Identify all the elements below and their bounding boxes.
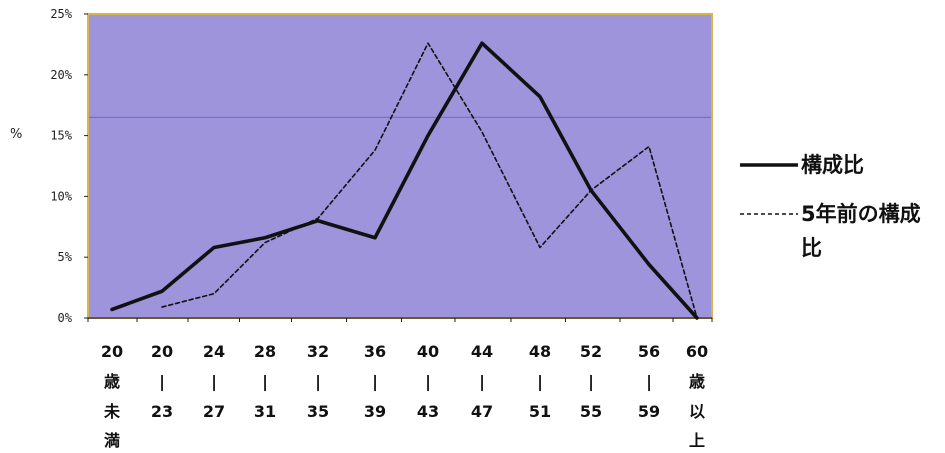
x-tick-label: 20: [101, 342, 123, 361]
x-tick-label: 27: [203, 402, 225, 421]
x-tick-label: 60: [686, 342, 708, 361]
x-tick-label: 59: [638, 402, 660, 421]
x-axis-ticks: [87, 318, 713, 322]
y-tick-label: 0%: [58, 311, 73, 325]
x-tick-label: 56: [638, 342, 660, 361]
x-tick-label: 以: [689, 402, 705, 421]
x-tick-label: 未: [103, 402, 120, 421]
series-line-previous: [161, 42, 698, 319]
y-tick-label: 15%: [50, 129, 72, 143]
legend: 構成比 5年前の構成比: [740, 153, 921, 260]
y-axis-ticks: 0% 5% 10% 15% 20% 25%: [50, 7, 88, 325]
x-tick-label: 20: [151, 342, 173, 361]
x-tick-label: 51: [529, 402, 551, 421]
series-group: [110, 41, 699, 320]
y-tick-label: 10%: [50, 189, 72, 203]
x-tick-label: 31: [254, 402, 276, 421]
x-tick-label: 39: [364, 402, 386, 421]
x-tick-label: 満: [104, 431, 120, 450]
x-tick-label: |: [262, 372, 268, 392]
x-tick-label: |: [646, 372, 652, 392]
y-axis-label: %: [10, 127, 22, 142]
x-tick-label: |: [315, 372, 321, 392]
legend-label-current: 構成比: [801, 153, 864, 177]
x-tick-label: |: [537, 372, 543, 392]
x-tick-label: 24: [203, 342, 225, 361]
x-tick-label: |: [588, 372, 594, 392]
series-line-current: [110, 41, 699, 320]
x-tick-label: 上: [689, 431, 705, 450]
x-tick-label: 43: [417, 402, 439, 421]
x-tick-label: 35: [307, 402, 329, 421]
x-tick-label: 48: [529, 342, 551, 361]
y-tick-label: 25%: [50, 7, 72, 21]
x-tick-label: 歳: [689, 372, 705, 391]
x-tick-label: 23: [151, 402, 173, 421]
x-tick-label: 36: [364, 342, 386, 361]
x-tick-label: |: [425, 372, 431, 392]
x-tick-label: 32: [307, 342, 329, 361]
x-tick-label: 52: [580, 342, 602, 361]
x-tick-label: 47: [471, 402, 493, 421]
x-tick-label: |: [372, 372, 378, 392]
x-tick-label: 44: [471, 342, 493, 361]
x-tick-label: 28: [254, 342, 276, 361]
x-axis-labels: 20歳未満20|2324|2728|3132|3536|3940|4344|47…: [101, 342, 708, 450]
y-tick-label: 5%: [58, 250, 73, 264]
x-tick-label: 歳: [104, 372, 120, 391]
x-tick-label: 55: [580, 402, 602, 421]
x-tick-label: |: [211, 372, 217, 392]
x-tick-label: 40: [417, 342, 439, 361]
y-tick-label: 20%: [50, 68, 72, 82]
x-tick-label: |: [159, 372, 165, 392]
x-tick-label: |: [479, 372, 485, 392]
legend-label-previous: 5年前の構成比: [801, 202, 921, 260]
